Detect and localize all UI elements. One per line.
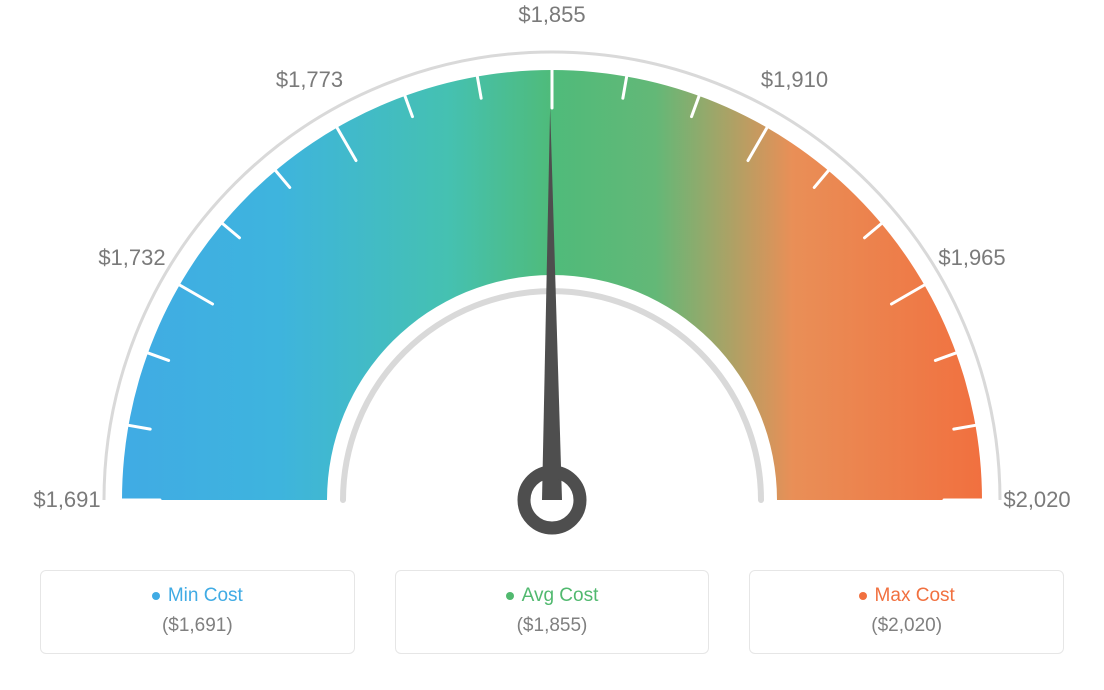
gauge-tick-label: $2,020 <box>1003 487 1070 513</box>
gauge-tick-label: $1,732 <box>98 245 165 271</box>
gauge-tick-label: $1,773 <box>276 67 343 93</box>
gauge-tick-label: $1,691 <box>33 487 100 513</box>
legend-dot-avg <box>506 592 514 600</box>
legend-card-max: Max Cost ($2,020) <box>749 570 1064 654</box>
legend-label-max: Max Cost <box>875 585 955 607</box>
legend-row: Min Cost ($1,691) Avg Cost ($1,855) Max … <box>0 570 1104 654</box>
gauge-tick-label: $1,855 <box>518 2 585 28</box>
legend-value-min: ($1,691) <box>41 615 354 637</box>
legend-title-avg: Avg Cost <box>506 585 599 607</box>
legend-value-max: ($2,020) <box>750 615 1063 637</box>
legend-card-min: Min Cost ($1,691) <box>40 570 355 654</box>
legend-title-min: Min Cost <box>152 585 243 607</box>
legend-dot-max <box>859 592 867 600</box>
legend-card-avg: Avg Cost ($1,855) <box>395 570 710 654</box>
gauge-svg <box>0 0 1104 560</box>
gauge-tick-label: $1,965 <box>938 245 1005 271</box>
legend-value-avg: ($1,855) <box>396 615 709 637</box>
legend-dot-min <box>152 592 160 600</box>
legend-title-max: Max Cost <box>859 585 955 607</box>
gauge-chart: $1,691 $1,732 $1,773 $1,855 $1,910 $1,965 $2,0… <box>0 0 1104 560</box>
legend-label-avg: Avg Cost <box>522 585 599 607</box>
legend-label-min: Min Cost <box>168 585 243 607</box>
gauge-tick-label: $1,910 <box>761 67 828 93</box>
